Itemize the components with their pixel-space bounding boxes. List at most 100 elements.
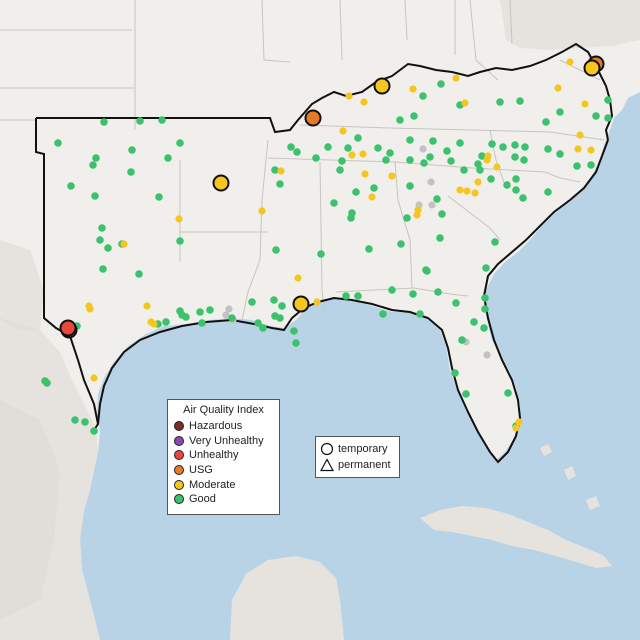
monitor-good[interactable] <box>90 427 98 435</box>
monitor-moderate[interactable] <box>175 215 183 223</box>
monitor-good[interactable] <box>544 188 552 196</box>
monitor-good[interactable] <box>352 188 360 196</box>
monitor-good[interactable] <box>482 264 490 272</box>
monitor-no-data[interactable] <box>419 145 427 153</box>
monitor-good[interactable] <box>206 306 214 314</box>
monitor-good[interactable] <box>270 296 278 304</box>
monitor-good[interactable] <box>176 237 184 245</box>
monitor-good[interactable] <box>198 319 206 327</box>
monitor-good[interactable] <box>317 250 325 258</box>
monitor-moderate[interactable] <box>463 187 471 195</box>
monitor-moderate[interactable] <box>86 305 94 313</box>
monitor-good[interactable] <box>330 199 338 207</box>
monitor-good[interactable] <box>436 234 444 242</box>
monitor-good[interactable] <box>290 327 298 335</box>
monitor-moderate[interactable] <box>581 100 589 108</box>
monitor-good[interactable] <box>287 143 295 151</box>
monitor-good[interactable] <box>92 154 100 162</box>
monitor-good[interactable] <box>604 114 612 122</box>
monitor-good[interactable] <box>496 98 504 106</box>
monitor-good[interactable] <box>474 160 482 168</box>
monitor-moderate[interactable] <box>258 207 266 215</box>
monitor-moderate[interactable] <box>409 85 417 93</box>
monitor-good[interactable] <box>98 224 106 232</box>
monitor-good[interactable] <box>254 319 262 327</box>
monitor-good[interactable] <box>96 236 104 244</box>
monitor-good[interactable] <box>447 157 455 165</box>
monitor-moderate[interactable] <box>294 274 302 282</box>
monitor-good[interactable] <box>99 265 107 273</box>
monitor-moderate[interactable] <box>583 59 601 77</box>
monitor-moderate[interactable] <box>90 374 98 382</box>
monitor-good[interactable] <box>100 118 108 126</box>
monitor-good[interactable] <box>433 195 441 203</box>
monitor-good[interactable] <box>396 116 404 124</box>
monitor-good[interactable] <box>491 238 499 246</box>
monitor-good[interactable] <box>521 143 529 151</box>
monitor-good[interactable] <box>438 210 446 218</box>
monitor-good[interactable] <box>67 182 75 190</box>
monitor-moderate[interactable] <box>348 151 356 159</box>
monitor-good[interactable] <box>347 214 355 222</box>
monitor-good[interactable] <box>293 148 301 156</box>
monitor-good[interactable] <box>451 369 459 377</box>
monitor-good[interactable] <box>272 246 280 254</box>
monitor-good[interactable] <box>312 154 320 162</box>
monitor-good[interactable] <box>481 305 489 313</box>
monitor-good[interactable] <box>423 267 431 275</box>
monitor-good[interactable] <box>437 80 445 88</box>
monitor-good[interactable] <box>397 240 405 248</box>
monitor-no-data[interactable] <box>225 305 233 313</box>
monitor-good[interactable] <box>162 318 170 326</box>
monitor-moderate[interactable] <box>313 298 321 306</box>
monitor-good[interactable] <box>406 136 414 144</box>
monitor-moderate[interactable] <box>566 58 574 66</box>
monitor-good[interactable] <box>542 118 550 126</box>
monitor-good[interactable] <box>271 166 279 174</box>
monitor-good[interactable] <box>443 147 451 155</box>
monitor-moderate[interactable] <box>587 146 595 154</box>
monitor-good[interactable] <box>228 314 236 322</box>
monitor-good[interactable] <box>462 390 470 398</box>
monitor-good[interactable] <box>458 336 466 344</box>
monitor-good[interactable] <box>91 192 99 200</box>
monitor-moderate[interactable] <box>388 172 396 180</box>
monitor-good[interactable] <box>452 299 460 307</box>
monitor-good[interactable] <box>460 166 468 174</box>
monitor-moderate[interactable] <box>120 240 128 248</box>
monitor-good[interactable] <box>481 294 489 302</box>
monitor-good[interactable] <box>604 96 612 104</box>
monitor-good[interactable] <box>388 286 396 294</box>
monitor-good[interactable] <box>511 153 519 161</box>
monitor-moderate[interactable] <box>576 131 584 139</box>
monitor-good[interactable] <box>403 214 411 222</box>
monitor-good[interactable] <box>592 112 600 120</box>
monitor-moderate[interactable] <box>212 174 230 192</box>
monitor-moderate[interactable] <box>360 98 368 106</box>
monitor-good[interactable] <box>271 312 279 320</box>
monitor-good[interactable] <box>379 310 387 318</box>
monitor-good[interactable] <box>587 161 595 169</box>
monitor-good[interactable] <box>406 156 414 164</box>
monitor-good[interactable] <box>127 168 135 176</box>
monitor-moderate[interactable] <box>143 302 151 310</box>
monitor-good[interactable] <box>409 290 417 298</box>
monitor-good[interactable] <box>128 146 136 154</box>
monitor-good[interactable] <box>470 318 478 326</box>
monitor-good[interactable] <box>136 117 144 125</box>
monitor-good[interactable] <box>487 175 495 183</box>
monitor-good[interactable] <box>416 310 424 318</box>
monitor-moderate[interactable] <box>574 145 582 153</box>
monitor-good[interactable] <box>512 186 520 194</box>
monitor-good[interactable] <box>104 244 112 252</box>
monitor-moderate[interactable] <box>461 99 469 107</box>
monitor-no-data[interactable] <box>483 351 491 359</box>
monitor-good[interactable] <box>520 156 528 164</box>
monitor-good[interactable] <box>196 308 204 316</box>
monitor-usg[interactable] <box>304 109 322 127</box>
monitor-good[interactable] <box>488 140 496 148</box>
monitor-moderate[interactable] <box>359 150 367 158</box>
monitor-good[interactable] <box>354 134 362 142</box>
monitor-good[interactable] <box>544 145 552 153</box>
monitor-moderate[interactable] <box>339 127 347 135</box>
